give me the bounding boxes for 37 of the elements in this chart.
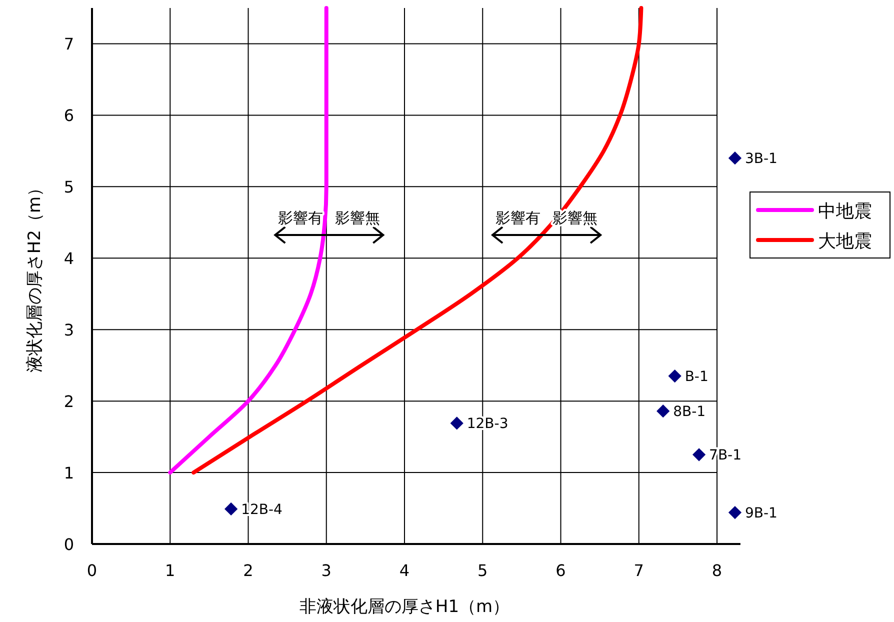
x-tick-label: 0 (86, 561, 98, 580)
x-tick-label: 1 (165, 561, 176, 580)
line-series (192, 6, 644, 475)
point (692, 448, 706, 462)
x-tick-label: 5 (478, 561, 488, 580)
y-axis-title: 液状化層の厚さH2（m） (25, 179, 45, 373)
y-tick-label: 0 (64, 535, 74, 554)
y-tick-label: 2 (64, 392, 74, 412)
series-label: 8B-1 (673, 404, 706, 420)
y-tick-label: 7 (64, 34, 74, 54)
legend-label: 大地震 (818, 231, 872, 252)
point (728, 152, 742, 165)
series-label: 9B-1 (744, 506, 778, 522)
x-tick-label: 6 (556, 561, 566, 580)
point (728, 506, 742, 520)
x-axis-title: 非液状化層の厚さH1（m） (299, 597, 510, 617)
x-tick-label: 8 (712, 561, 722, 580)
series-label: B-1 (684, 369, 708, 386)
y-tick-label: 5 (64, 178, 74, 197)
y-tick-label: 4 (64, 249, 74, 268)
point (656, 404, 670, 418)
x-tick-label: 2 (243, 561, 254, 580)
x-tick-label: 3 (321, 561, 332, 580)
annotation: 影響無 (335, 209, 380, 227)
point (450, 416, 464, 430)
series-label: 3B-1 (744, 151, 778, 168)
legend-label: 中地震 (818, 201, 872, 222)
point (668, 369, 682, 383)
annotation: 影響有 (496, 209, 541, 227)
annotation: 影響有 (278, 209, 324, 227)
y-tick-label: 6 (64, 106, 74, 126)
x-tick-label: 7 (634, 561, 644, 580)
x-tick-label: 4 (399, 561, 410, 580)
y-tick-label: 1 (64, 464, 74, 483)
point (224, 502, 238, 516)
y-tick-label: 3 (64, 320, 74, 340)
line-series (168, 6, 328, 475)
